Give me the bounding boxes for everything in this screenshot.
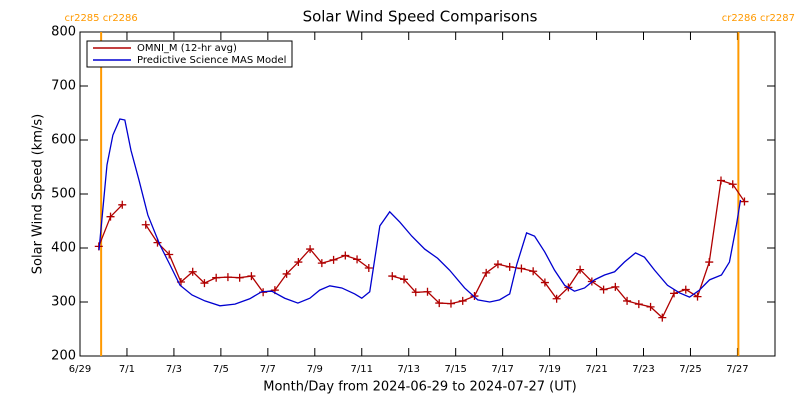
- point-marker: [623, 296, 632, 305]
- point-marker: [658, 313, 667, 322]
- point-marker: [552, 294, 561, 303]
- point-marker: [165, 250, 174, 259]
- x-tick-label: 7/25: [679, 364, 701, 375]
- point-marker: [388, 272, 397, 281]
- point-marker: [411, 288, 420, 297]
- point-marker: [306, 245, 315, 254]
- point-marker: [200, 279, 209, 288]
- point-marker: [188, 267, 197, 276]
- x-tick-label: 7/13: [397, 364, 419, 375]
- point-marker: [634, 300, 643, 309]
- legend-label: Predictive Science MAS Model: [137, 55, 286, 66]
- point-marker: [435, 299, 444, 308]
- legend-label: OMNI_M (12-hr avg): [137, 43, 237, 54]
- point-marker: [740, 197, 749, 206]
- x-tick-label: 7/5: [213, 364, 229, 375]
- point-marker: [141, 220, 150, 229]
- x-tick-label: 7/11: [351, 364, 373, 375]
- x-tick-label: 7/23: [632, 364, 654, 375]
- point-marker: [423, 287, 432, 296]
- point-marker: [247, 272, 256, 281]
- point-marker: [529, 267, 538, 276]
- point-marker: [294, 258, 303, 267]
- annotation-label: cr2285 cr2286: [64, 13, 137, 24]
- point-marker: [599, 285, 608, 294]
- x-tick-label: 7/15: [444, 364, 466, 375]
- y-tick-label: 300: [51, 295, 76, 310]
- point-marker: [482, 268, 491, 277]
- series-line: [98, 118, 742, 307]
- x-axis-label: Month/Day from 2024-06-29 to 2024-07-27 …: [263, 380, 576, 395]
- point-marker: [446, 299, 455, 308]
- x-tick-label: 7/17: [491, 364, 513, 375]
- point-marker: [329, 255, 338, 264]
- point-marker: [540, 278, 549, 287]
- annotation-label: cr2286 cr2287: [722, 13, 795, 24]
- x-tick-label: 7/21: [585, 364, 607, 375]
- x-tick-label: 7/27: [726, 364, 748, 375]
- x-tick-label: 7/7: [260, 364, 276, 375]
- point-marker: [693, 292, 702, 301]
- point-marker: [716, 176, 725, 185]
- x-tick-label: 7/3: [166, 364, 182, 375]
- point-marker: [458, 296, 467, 305]
- point-marker: [705, 258, 714, 267]
- y-axis-label: Solar Wind Speed (km/s): [31, 114, 46, 274]
- y-tick-label: 200: [51, 349, 76, 364]
- point-marker: [106, 212, 115, 221]
- point-marker: [493, 260, 502, 269]
- point-marker: [353, 255, 362, 264]
- x-tick-label: 7/9: [307, 364, 323, 375]
- y-tick-label: 700: [51, 79, 76, 94]
- y-tick-label: 500: [51, 187, 76, 202]
- point-marker: [611, 282, 620, 291]
- point-marker: [317, 259, 326, 268]
- point-marker: [728, 180, 737, 189]
- point-marker: [576, 265, 585, 274]
- point-marker: [646, 302, 655, 311]
- x-tick-label: 6/29: [69, 364, 91, 375]
- x-tick-label: 7/1: [119, 364, 135, 375]
- point-marker: [235, 273, 244, 282]
- chart-title: Solar Wind Speed Comparisons: [303, 8, 538, 26]
- legend-box: [86, 40, 293, 68]
- point-marker: [505, 262, 514, 271]
- y-tick-label: 400: [51, 241, 76, 256]
- point-marker: [400, 275, 409, 284]
- point-marker: [282, 269, 291, 278]
- point-marker: [670, 289, 679, 298]
- x-tick-label: 7/19: [538, 364, 560, 375]
- point-marker: [118, 200, 127, 209]
- y-tick-label: 600: [51, 133, 76, 148]
- point-marker: [341, 251, 350, 260]
- point-marker: [212, 273, 221, 282]
- point-marker: [517, 264, 526, 273]
- point-marker: [681, 285, 690, 294]
- y-tick-label: 800: [51, 25, 76, 40]
- point-marker: [364, 263, 373, 272]
- point-marker: [223, 273, 232, 282]
